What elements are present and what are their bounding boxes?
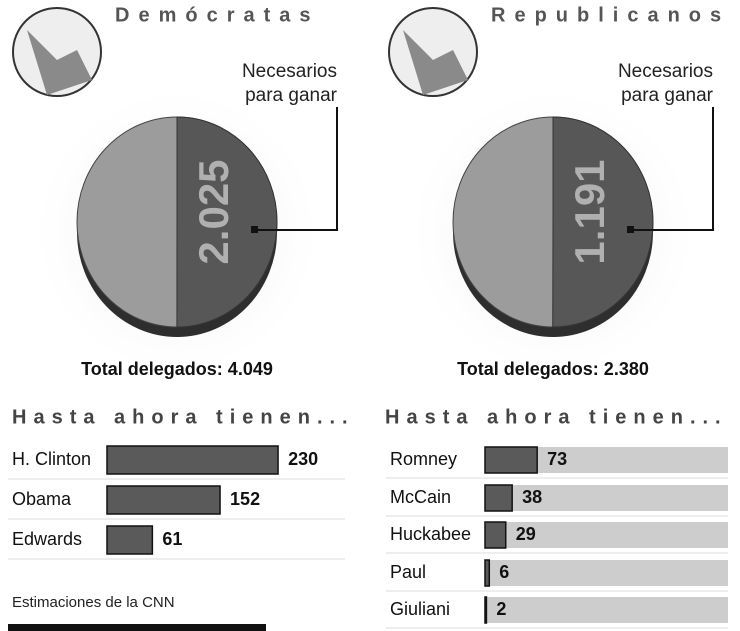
section-subtitle: Hasta ahora tienen...	[385, 406, 728, 428]
footnote: Estimaciones de la CNN	[12, 594, 175, 611]
category-label: Edwards	[12, 529, 82, 549]
bar	[485, 522, 506, 548]
section-title: Republicanos	[491, 4, 730, 26]
value-label: 2	[496, 599, 506, 619]
annotation: Necesarios	[242, 61, 337, 82]
section-subtitle: Hasta ahora tienen...	[12, 406, 355, 428]
pie-value-label: 1.191	[566, 159, 613, 264]
bar-track	[485, 597, 728, 623]
footer-bar	[8, 624, 266, 631]
category-label: H. Clinton	[12, 449, 91, 469]
category-label: Paul	[390, 562, 426, 582]
callout-dot	[251, 226, 258, 233]
callout-dot	[627, 226, 634, 233]
value-label: 61	[162, 529, 182, 549]
value-label: 73	[547, 449, 567, 469]
bar	[485, 560, 489, 586]
bar	[485, 597, 486, 623]
category-label: Giuliani	[390, 599, 450, 619]
bar	[107, 526, 152, 554]
value-label: 38	[522, 487, 542, 507]
bar	[485, 485, 512, 511]
value-label: 6	[499, 562, 509, 582]
annotation: para ganar	[245, 85, 338, 106]
value-label: 29	[516, 524, 536, 544]
annotation: Necesarios	[618, 61, 713, 82]
category-label: Obama	[12, 489, 72, 509]
bar-track	[485, 560, 728, 586]
bar	[107, 446, 278, 474]
section-title: Demócratas	[115, 4, 320, 26]
category-label: Huckabee	[390, 524, 471, 544]
total-label: Total delegados: 4.049	[81, 359, 273, 379]
pie-value-label: 2.025	[190, 159, 237, 264]
infographic: Demócratas 2.025 Necesarios para ganar Total…	[0, 0, 740, 631]
total-label: Total delegados: 2.380	[457, 359, 649, 379]
annotation: para ganar	[621, 85, 714, 106]
value-label: 152	[230, 489, 260, 509]
value-label: 230	[288, 449, 318, 469]
bar	[107, 486, 220, 514]
category-label: McCain	[390, 487, 451, 507]
category-label: Romney	[390, 449, 457, 469]
bar	[485, 447, 537, 473]
